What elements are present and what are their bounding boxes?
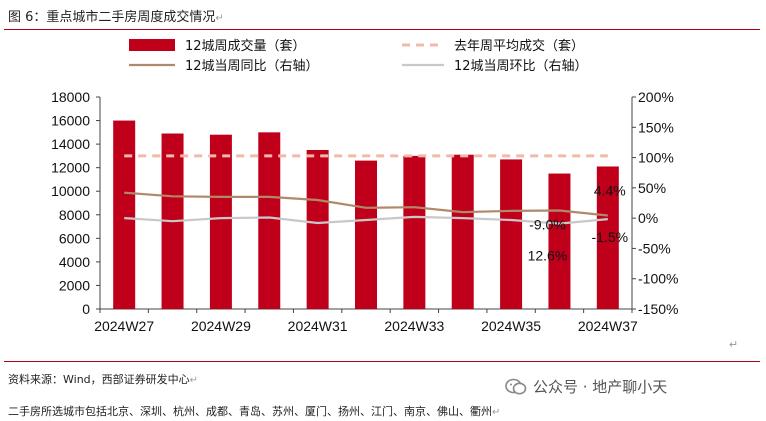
legend-label: 12城周成交量（套）: [185, 38, 306, 54]
source-text: 资料来源：Wind，西部证券研发中心: [8, 373, 190, 386]
bars: [113, 120, 619, 309]
right-tick-label: 100%: [638, 150, 674, 166]
left-tick-label: 8000: [59, 207, 90, 223]
data-label: -9.0%: [529, 217, 566, 233]
watermark: 公众号 · 地产聊小天: [505, 376, 667, 397]
right-tick-label: -150%: [638, 301, 678, 317]
note-line: 二手房所选城市包括北京、深圳、杭州、成都、青岛、苏州、厦门、扬州、江门、南京、佛…: [8, 403, 500, 419]
left-tick-label: 0: [82, 301, 90, 317]
wechat-icon: [505, 378, 527, 394]
x-tick-label: 2024W31: [288, 318, 348, 334]
right-tick-label: -50%: [638, 240, 671, 256]
lines: [124, 154, 608, 225]
right-tick-label: 50%: [638, 180, 666, 196]
watermark-text: 公众号 · 地产聊小天: [533, 378, 668, 396]
bar: [258, 132, 281, 309]
right-tick-label: 200%: [638, 89, 674, 105]
bar: [403, 155, 426, 309]
yoy-line: [124, 191, 608, 217]
bottom-rule: [4, 361, 760, 362]
bar: [209, 134, 232, 309]
x-tick-label: 2024W35: [481, 318, 541, 334]
left-tick-label: 4000: [59, 254, 90, 270]
right-tick-label: -100%: [638, 271, 678, 287]
data-label: -1.5%: [592, 229, 629, 245]
paragraph-mark-icon: ↵: [492, 407, 501, 418]
x-tick-label: 2024W33: [384, 318, 444, 334]
source-line: 资料来源：Wind，西部证券研发中心↵: [8, 371, 198, 387]
left-tick-label: 12000: [51, 160, 90, 176]
figure-title: 图 6：重点城市二手房周度成交情况↵: [8, 6, 224, 25]
legend-label: 12城当周环比（右轴）: [454, 59, 588, 74]
x-tick-label: 2024W29: [191, 318, 251, 334]
figure-title-text: 图 6：重点城市二手房周度成交情况: [8, 10, 216, 25]
chart: 12城周成交量（套） 去年周平均成交（套） 12城当周同比（右轴） 12城当周环比（右…: [51, 38, 738, 351]
legend: 12城周成交量（套） 去年周平均成交（套） 12城当周同比（右轴） 12城当周环比（右…: [129, 38, 588, 74]
x-tick-label: 2024W27: [94, 318, 154, 334]
paragraph-mark-icon: ↵: [729, 339, 738, 351]
bar: [451, 154, 474, 309]
note-text: 二手房所选城市包括北京、深圳、杭州、成都、青岛、苏州、厦门、扬州、江门、南京、佛…: [8, 405, 492, 418]
bar: [548, 173, 571, 309]
left-tick-label: 2000: [59, 277, 90, 293]
bar: [500, 159, 523, 309]
bar: [113, 120, 136, 309]
paragraph-mark-icon: ↵: [189, 375, 199, 386]
wow-line: [124, 215, 608, 225]
bar: [596, 166, 619, 309]
left-tick-label: 16000: [51, 113, 90, 129]
legend-swatch: [129, 39, 175, 51]
left-tick-label: 14000: [51, 136, 90, 152]
x-tick-label: 2024W37: [578, 318, 638, 334]
left-tick-label: 6000: [59, 230, 90, 246]
right-tick-label: 150%: [638, 119, 674, 135]
legend-label: 去年周平均成交（套）: [454, 38, 584, 54]
right-tick-label: 0%: [638, 210, 658, 226]
annotations: -9.0% 4.4% 12.6% -1.5%: [528, 182, 629, 263]
left-tick-label: 10000: [51, 183, 90, 199]
top-rule: [4, 29, 760, 30]
data-label: 12.6%: [528, 248, 568, 264]
paragraph-mark-icon: ↵: [215, 13, 224, 24]
bar: [306, 150, 329, 309]
left-tick-label: 18000: [51, 89, 90, 105]
bar: [355, 160, 377, 309]
data-label: 4.4%: [594, 182, 626, 198]
axes: 0 2000 4000 6000 8000 10000 12000 14000 16000 180…: [51, 89, 738, 351]
legend-label: 12城当周同比（右轴）: [185, 59, 319, 74]
